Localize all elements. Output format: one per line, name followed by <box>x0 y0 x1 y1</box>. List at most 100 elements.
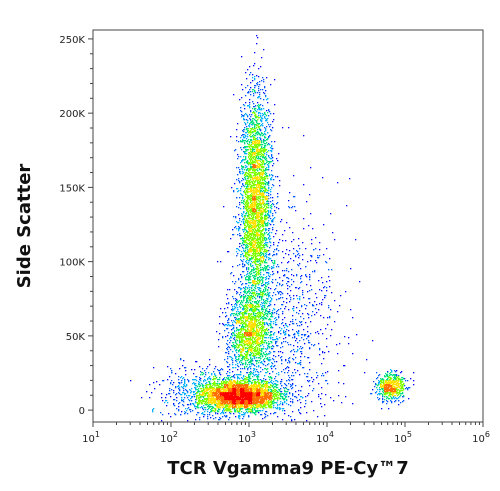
event-dot <box>223 382 225 384</box>
event-dot <box>165 397 167 399</box>
event-dot <box>256 374 258 376</box>
event-dot <box>252 341 254 343</box>
event-dot <box>261 164 263 166</box>
event-dot <box>293 345 295 347</box>
event-dot <box>249 181 251 183</box>
event-dot <box>303 329 305 331</box>
event-dot <box>265 230 267 232</box>
event-dot <box>241 404 243 406</box>
event-dot <box>249 289 251 291</box>
event-dot <box>273 394 275 396</box>
event-dot <box>256 366 258 368</box>
event-dot <box>318 394 320 396</box>
event-dot <box>259 105 261 107</box>
event-dot <box>244 306 246 308</box>
event-dot <box>238 278 240 280</box>
event-dot <box>251 222 253 224</box>
event-dot <box>256 124 258 126</box>
event-dot <box>395 375 397 377</box>
event-dot <box>240 401 242 403</box>
event-dot <box>263 314 265 316</box>
event-dot <box>247 211 249 213</box>
event-dot <box>393 380 395 382</box>
event-dot <box>244 381 246 383</box>
event-dot <box>266 358 268 360</box>
event-dot <box>325 295 327 297</box>
event-dot <box>193 394 195 396</box>
event-dot <box>297 251 299 253</box>
event-dot <box>387 383 389 385</box>
event-dot <box>255 254 257 256</box>
event-dot <box>294 419 296 421</box>
event-dot <box>270 197 272 199</box>
event-dot <box>247 251 249 253</box>
event-dot <box>242 229 244 231</box>
event-dot <box>255 85 257 87</box>
event-dot <box>259 182 261 184</box>
event-dot <box>263 274 265 276</box>
event-dot <box>168 413 170 415</box>
event-dot <box>259 94 261 96</box>
event-dot <box>240 274 242 276</box>
event-dot <box>256 332 258 334</box>
event-dot <box>268 210 270 212</box>
event-dot <box>281 363 283 365</box>
event-dot <box>261 257 263 259</box>
event-dot <box>248 128 250 130</box>
event-dot <box>247 368 249 370</box>
event-dot <box>228 398 230 400</box>
event-dot <box>270 407 272 409</box>
event-dot <box>258 182 260 184</box>
event-dot <box>240 162 242 164</box>
event-dot <box>238 407 240 409</box>
event-dot <box>230 273 232 275</box>
event-dot <box>264 322 266 324</box>
event-dot <box>266 411 268 413</box>
event-dot <box>245 338 247 340</box>
event-dot <box>199 403 201 405</box>
event-dot <box>257 102 259 104</box>
event-dot <box>214 378 216 380</box>
event-dot <box>398 404 400 406</box>
event-dot <box>272 348 274 350</box>
event-dot <box>241 180 243 182</box>
event-dot <box>322 351 324 353</box>
event-dot <box>322 352 324 354</box>
event-dot <box>255 264 257 266</box>
event-dot <box>271 298 273 300</box>
event-dot <box>302 259 304 261</box>
event-dot <box>253 391 255 393</box>
event-dot <box>205 395 207 397</box>
event-dot <box>395 371 397 373</box>
event-dot <box>279 394 281 396</box>
event-dot <box>257 194 259 196</box>
event-dot <box>263 234 265 236</box>
event-dot <box>268 136 270 138</box>
event-dot <box>299 255 301 257</box>
event-dot <box>238 346 240 348</box>
event-dot <box>245 234 247 236</box>
event-dot <box>211 396 213 398</box>
event-dot <box>226 385 228 387</box>
event-dot <box>253 65 255 67</box>
event-dot <box>220 394 222 396</box>
event-dot <box>228 404 230 406</box>
event-dot <box>266 225 268 227</box>
event-dot <box>199 386 201 388</box>
event-dot <box>250 405 252 407</box>
event-dot <box>251 307 253 309</box>
event-dot <box>312 311 314 313</box>
event-dot <box>248 374 250 376</box>
event-dot <box>263 49 265 51</box>
event-dot <box>269 398 271 400</box>
event-dot <box>219 333 221 335</box>
event-dot <box>274 402 276 404</box>
event-dot <box>324 297 326 299</box>
event-dot <box>257 123 259 125</box>
event-dot <box>250 207 252 209</box>
event-dot <box>252 245 254 247</box>
event-dot <box>253 172 255 174</box>
event-dot <box>243 219 245 221</box>
event-dot <box>255 120 257 122</box>
event-dot <box>179 402 181 404</box>
